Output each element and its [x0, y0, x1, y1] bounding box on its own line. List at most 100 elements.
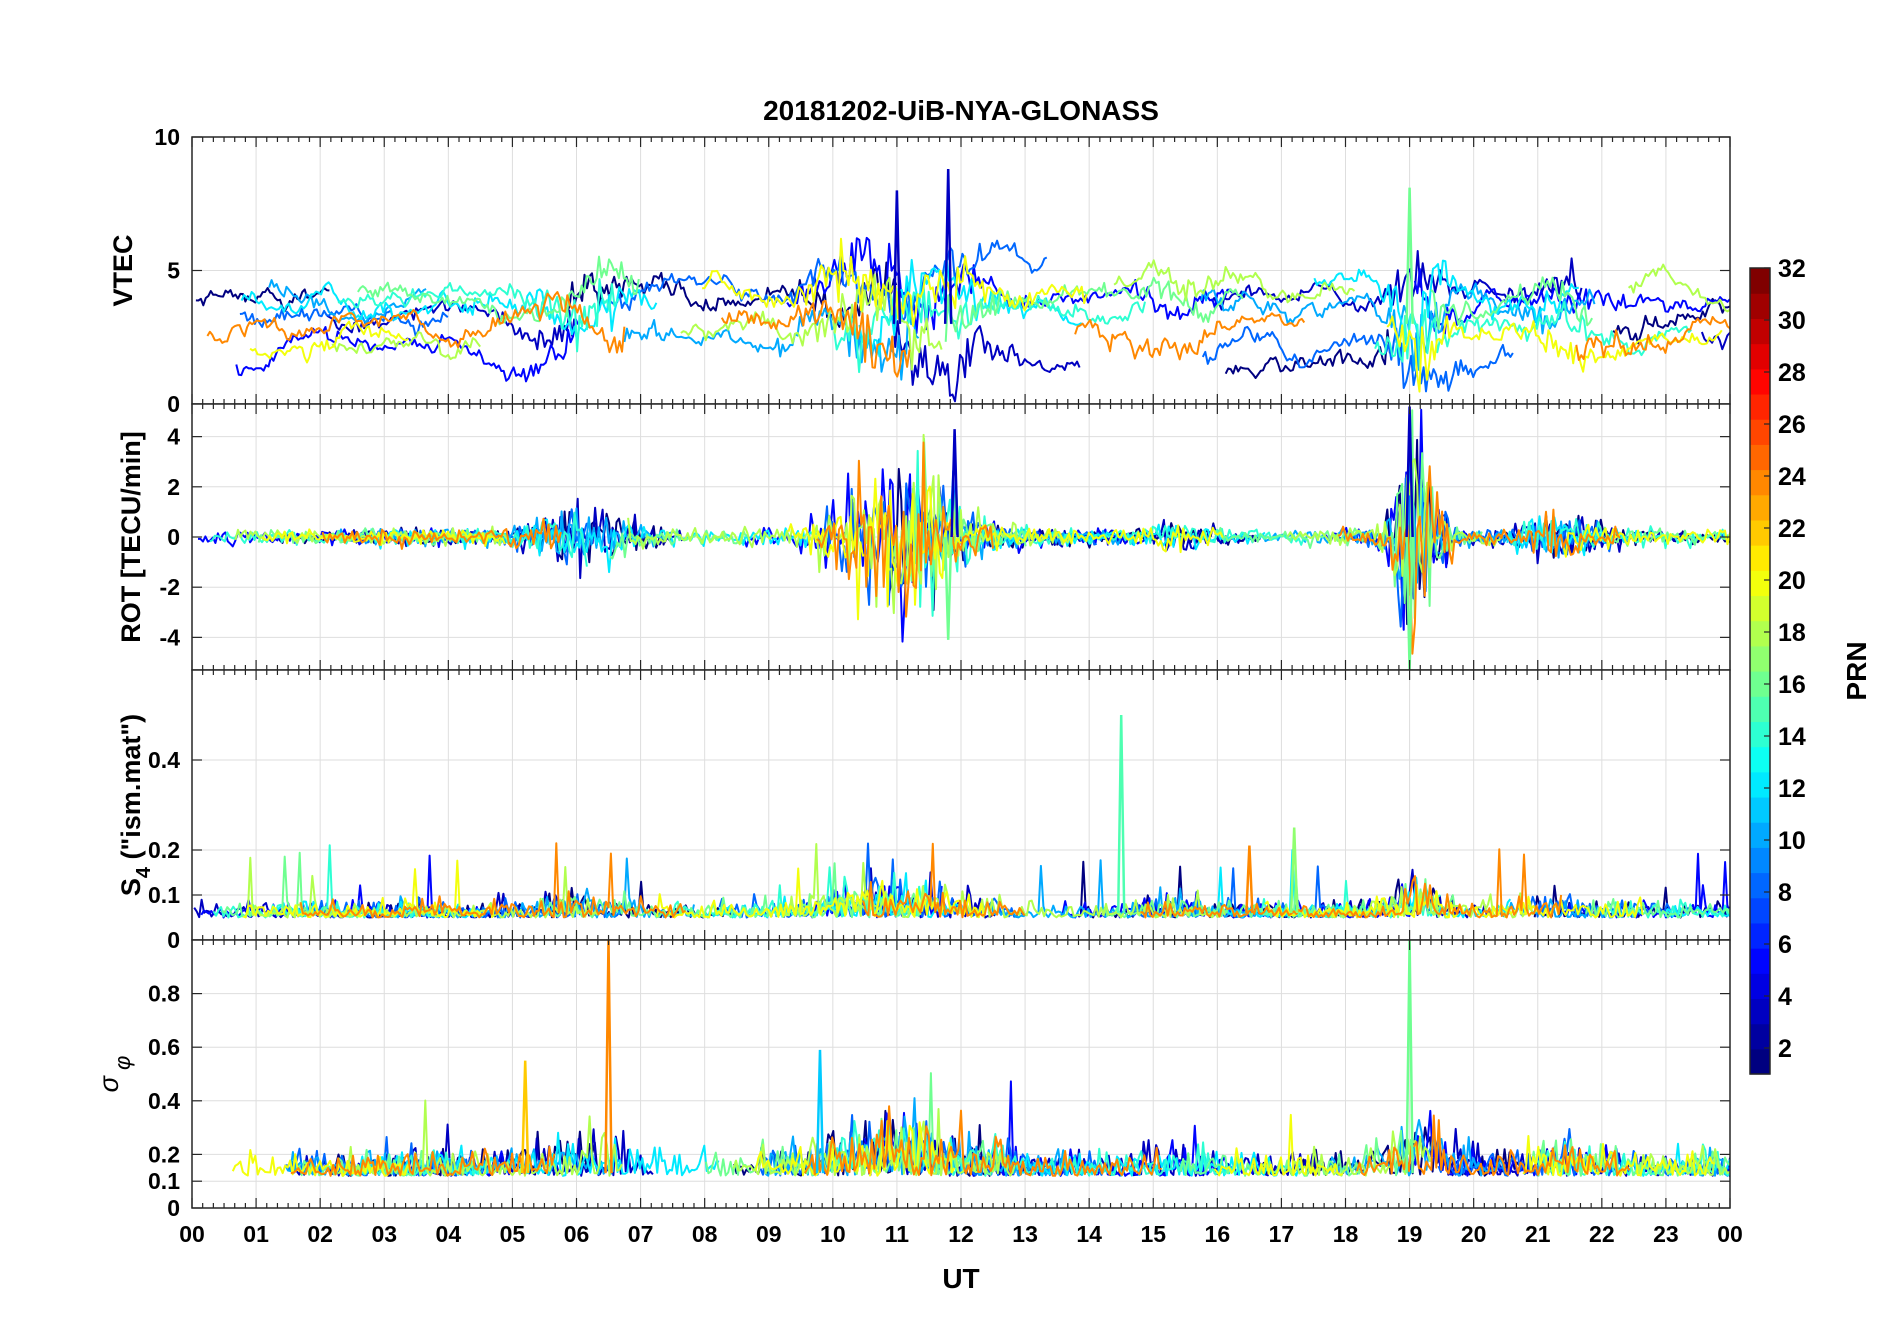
y-tick-label: 0.4 — [148, 747, 180, 773]
series-line-prn-18 — [1634, 1145, 1730, 1177]
y-tick-label: 0 — [167, 524, 180, 550]
y-tick-label: 10 — [154, 124, 180, 150]
x-tick-label: 16 — [1205, 1221, 1231, 1247]
series-line-prn-18 — [337, 1099, 623, 1177]
series-line-prn-12 — [1313, 259, 1580, 347]
y-axis-label-s4: S4 ("ism.mat") — [116, 714, 155, 896]
series-line-prn-18 — [783, 843, 1226, 919]
series-line-prn-18 — [1627, 263, 1730, 313]
peak-mark — [1245, 845, 1254, 914]
y-tick-label: 0.2 — [148, 1141, 180, 1167]
y-tick-label: -4 — [160, 624, 181, 650]
x-tick-label: 18 — [1333, 1221, 1359, 1247]
colorbar-segment — [1750, 519, 1770, 546]
colorbar-tick-label: 24 — [1778, 463, 1806, 491]
series-line-prn-1 — [1224, 329, 1391, 379]
series-line-prn-24 — [206, 291, 626, 354]
x-tick-label: 00 — [1717, 1221, 1743, 1247]
series-line-prn-24 — [1140, 848, 1563, 919]
colorbar-segment — [1750, 998, 1770, 1025]
y-tick-label: 0 — [167, 391, 180, 417]
series-line-prn-20 — [1264, 884, 1644, 919]
series-line-prn-18 — [1287, 458, 1503, 577]
series-line-prn-20 — [1562, 523, 1730, 558]
x-ticks-rot — [191, 404, 1731, 670]
series-line-prn-20 — [1213, 1113, 1343, 1177]
colorbar-label: PRN — [1841, 641, 1872, 700]
peak-mark — [1116, 714, 1126, 914]
series-line-prn-24 — [1337, 465, 1621, 655]
peak-mark — [604, 940, 613, 1174]
colorbar-segment — [1750, 822, 1770, 848]
peak-mark — [892, 190, 902, 324]
x-tick-label: 14 — [1076, 1221, 1102, 1247]
y-axis-label-rot: ROT [TECU/min] — [116, 431, 146, 642]
series-line-prn-16 — [541, 862, 925, 919]
colorbar-segment — [1750, 469, 1770, 496]
colorbar-segment — [1750, 948, 1770, 974]
traces-vtec — [195, 168, 1730, 403]
x-tick-label: 00 — [179, 1221, 205, 1247]
series-line-prn-18 — [331, 331, 481, 361]
y-tick-label: 0 — [167, 927, 180, 953]
series-line-prn-14 — [833, 286, 1146, 374]
y-tick-label: 0.1 — [148, 882, 180, 908]
x-tick-label: 13 — [1012, 1221, 1038, 1247]
series-line-prn-10 — [268, 279, 427, 324]
y-tick-label: 4 — [167, 424, 180, 450]
peak-mark — [943, 168, 953, 324]
panel-rot: -4 -2 0 2 4 ROT [TECU/min] — [116, 403, 1731, 671]
y-tick-label: 0 — [167, 1195, 180, 1221]
series-line-prn-24 — [299, 842, 686, 919]
colorbar-segment — [1750, 771, 1770, 798]
colorbar-tick-label: 8 — [1778, 879, 1792, 907]
x-ticks-vtec — [191, 137, 1731, 404]
x-tick-label: 11 — [885, 1221, 910, 1247]
x-tick-label: 23 — [1653, 1221, 1679, 1247]
colorbar-tick-label: 12 — [1778, 775, 1806, 803]
peak-mark — [943, 536, 953, 640]
traces-s4 — [193, 714, 1730, 919]
colorbar-segment — [1750, 570, 1770, 597]
series-line-prn-20 — [1386, 315, 1723, 393]
series-line-prn-8 — [1201, 325, 1514, 393]
colorbar-tick-label: 22 — [1778, 515, 1806, 543]
colorbar-segment — [1750, 671, 1770, 697]
y-tick-label: -2 — [160, 574, 180, 600]
panel-s4: 0 0.1 0.2 0.4S4 ("ism.mat") — [116, 669, 1731, 953]
peak-mark — [1289, 827, 1299, 914]
colorbar-segment — [1750, 897, 1770, 924]
colorbar-tick-label: 10 — [1778, 827, 1806, 855]
peak-mark — [1405, 940, 1414, 1174]
x-ticks-sigma_phi — [191, 940, 1731, 1208]
colorbar-segment — [1750, 696, 1770, 722]
x-tick-label: 08 — [692, 1221, 718, 1247]
x-tick-label: 19 — [1397, 1221, 1423, 1247]
panel-vtec: 0 5 10 VTEC — [108, 124, 1731, 417]
colorbar-segment — [1750, 1048, 1770, 1075]
x-axis-label: UT — [942, 1263, 979, 1294]
x-tick-label: 06 — [564, 1221, 590, 1247]
peak-mark — [1405, 187, 1414, 324]
series-line-prn-20 — [231, 1149, 411, 1177]
colorbar-segment — [1750, 268, 1770, 294]
colorbar-segment — [1750, 419, 1770, 445]
series-line-prn-24 — [720, 299, 911, 378]
chart-title: 20181202-UiB-NYA-GLONASS — [763, 95, 1159, 126]
series-line-prn-16 — [1585, 898, 1730, 919]
colorbar-segment — [1750, 1023, 1770, 1050]
y-tick-label: 0.2 — [148, 837, 180, 863]
colorbar-tick-label: 26 — [1778, 411, 1806, 439]
colorbar-segment — [1750, 620, 1770, 647]
series-line-prn-1 — [195, 287, 330, 312]
peak-mark — [520, 1060, 530, 1174]
colorbar-segment — [1750, 721, 1770, 748]
colorbar-frame — [1749, 267, 1771, 1075]
x-tick-label: 05 — [500, 1221, 526, 1247]
colorbar-tick-label: 30 — [1778, 307, 1806, 335]
x-tick-label: 10 — [820, 1221, 846, 1247]
x-tick-label: 21 — [1525, 1221, 1551, 1247]
